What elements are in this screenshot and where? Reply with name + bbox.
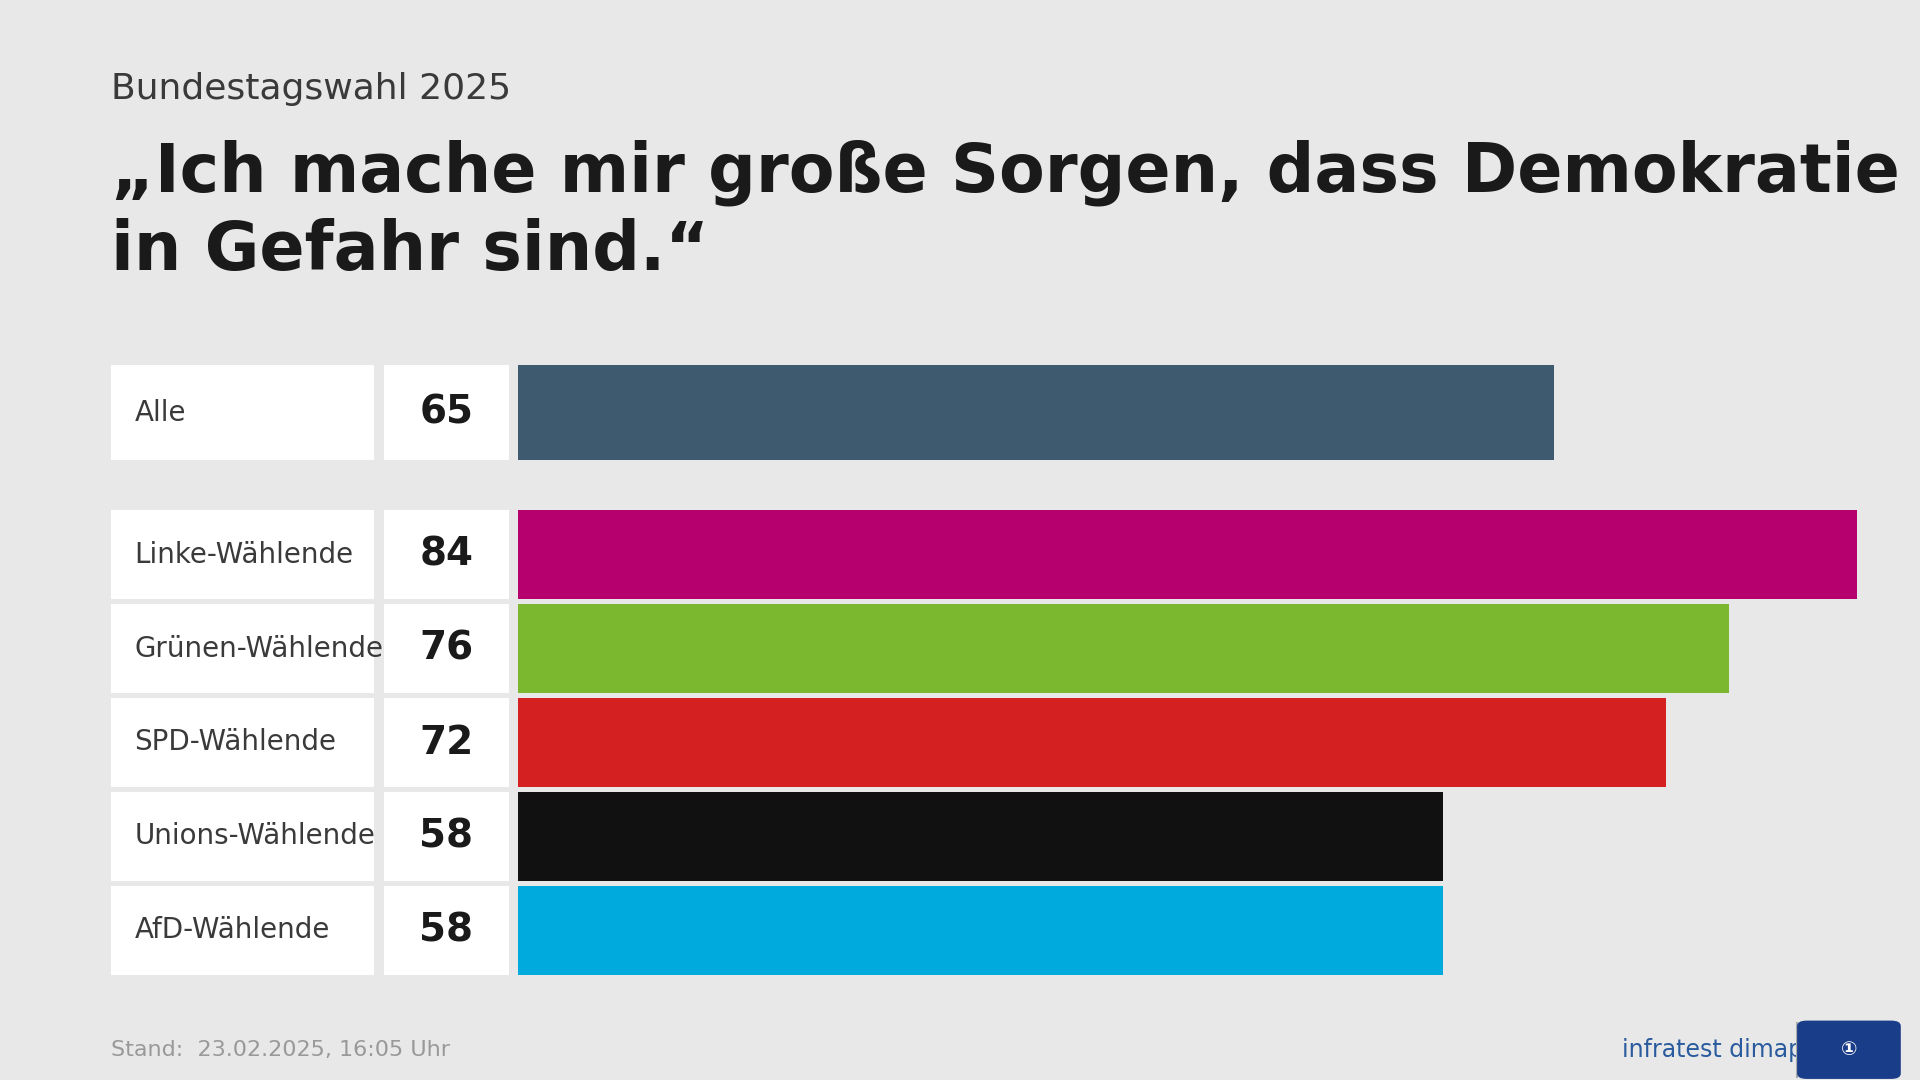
Text: 65: 65 xyxy=(419,393,474,432)
FancyBboxPatch shape xyxy=(518,698,1667,787)
FancyBboxPatch shape xyxy=(111,604,374,693)
FancyBboxPatch shape xyxy=(384,365,509,460)
FancyBboxPatch shape xyxy=(111,510,374,599)
Text: AfD-Wählende: AfD-Wählende xyxy=(134,917,330,944)
Text: infratest dimap: infratest dimap xyxy=(1622,1038,1803,1062)
FancyBboxPatch shape xyxy=(384,604,509,693)
Text: 84: 84 xyxy=(419,536,474,573)
Text: 58: 58 xyxy=(419,912,474,949)
FancyBboxPatch shape xyxy=(384,886,509,975)
FancyBboxPatch shape xyxy=(111,792,374,881)
Text: 76: 76 xyxy=(419,630,474,667)
FancyBboxPatch shape xyxy=(384,510,509,599)
FancyBboxPatch shape xyxy=(1797,1021,1901,1079)
FancyBboxPatch shape xyxy=(518,604,1730,693)
FancyBboxPatch shape xyxy=(384,698,509,787)
Text: SPD-Wählende: SPD-Wählende xyxy=(134,729,336,756)
FancyBboxPatch shape xyxy=(518,792,1442,881)
FancyBboxPatch shape xyxy=(518,886,1442,975)
Text: Linke-Wählende: Linke-Wählende xyxy=(134,541,353,568)
FancyBboxPatch shape xyxy=(384,792,509,881)
Text: Unions-Wählende: Unions-Wählende xyxy=(134,823,374,850)
Text: 72: 72 xyxy=(419,724,474,761)
Text: 58: 58 xyxy=(419,818,474,855)
FancyBboxPatch shape xyxy=(111,698,374,787)
Text: Stand:  23.02.2025, 16:05 Uhr: Stand: 23.02.2025, 16:05 Uhr xyxy=(111,1040,451,1059)
Text: Alle: Alle xyxy=(134,399,186,427)
FancyBboxPatch shape xyxy=(111,365,374,460)
FancyBboxPatch shape xyxy=(518,510,1857,599)
Text: Grünen-Wählende: Grünen-Wählende xyxy=(134,635,384,662)
FancyBboxPatch shape xyxy=(518,365,1553,460)
FancyBboxPatch shape xyxy=(111,886,374,975)
Text: ①: ① xyxy=(1841,1040,1857,1059)
Text: Bundestagswahl 2025: Bundestagswahl 2025 xyxy=(111,71,511,106)
Text: in Gefahr sind.“: in Gefahr sind.“ xyxy=(111,217,708,284)
Text: „Ich mache mir große Sorgen, dass Demokratie und Rechtsstaat: „Ich mache mir große Sorgen, dass Demokr… xyxy=(111,139,1920,206)
